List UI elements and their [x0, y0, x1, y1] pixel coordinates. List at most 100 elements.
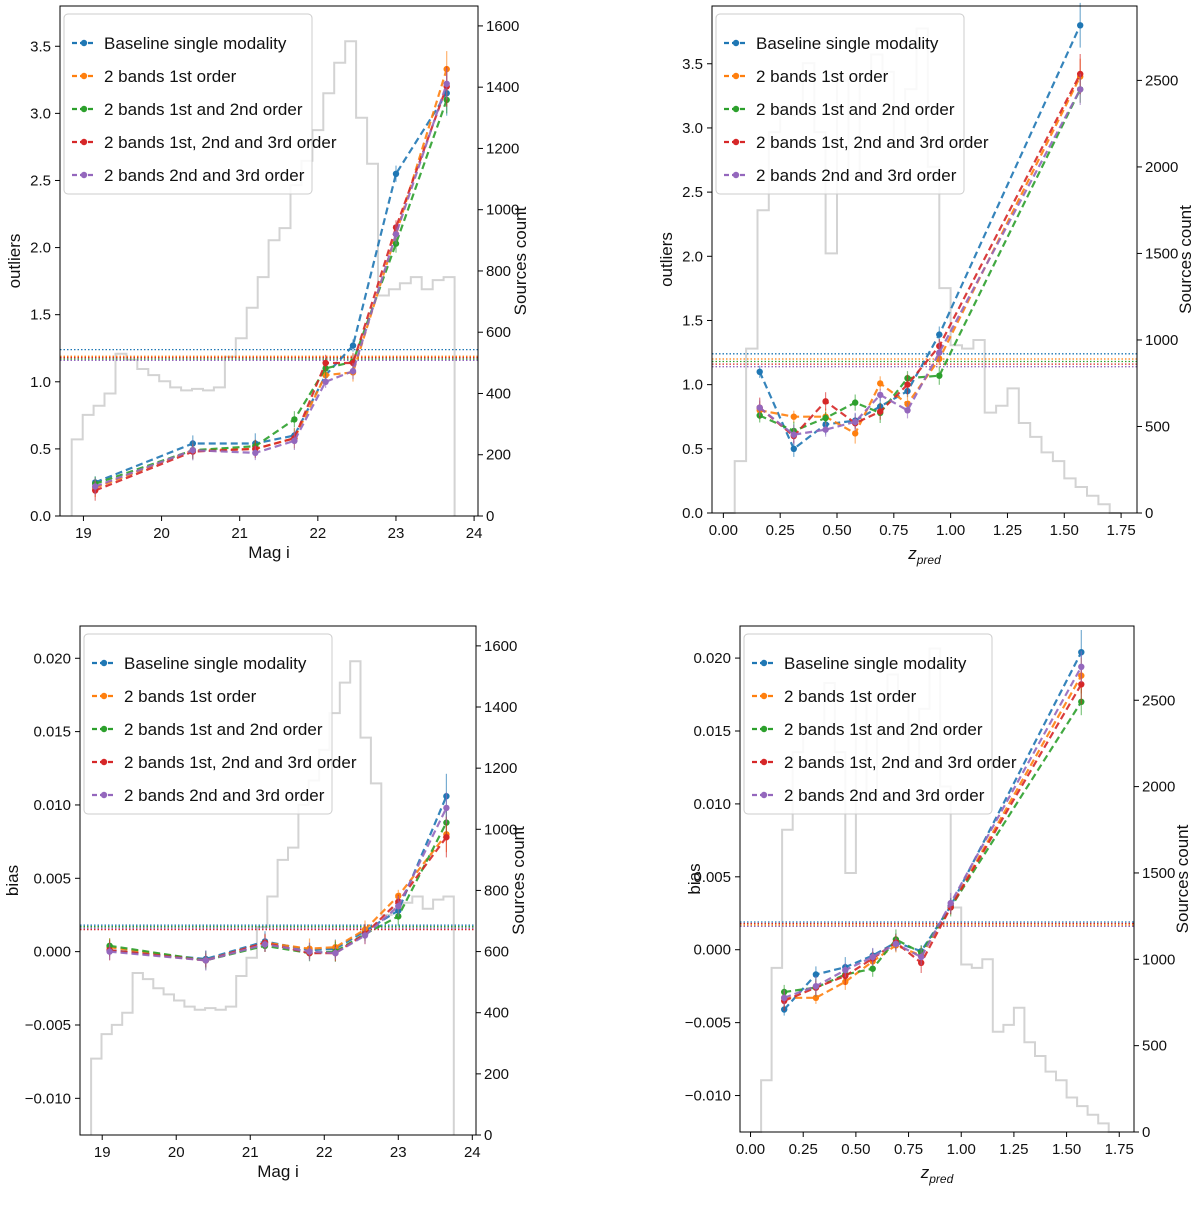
legend-marker: [760, 758, 768, 766]
y-tick-label: 3.5: [682, 56, 703, 73]
legend-marker: [760, 791, 768, 799]
x-tick-label: 1.75: [1106, 522, 1135, 539]
y-tick-label: 0.005: [33, 870, 71, 887]
y2-tick-label: 0: [1142, 1124, 1150, 1141]
data-point: [842, 966, 849, 974]
x-tick-label: 1.00: [936, 522, 965, 539]
x-tick-label: 0.75: [894, 1141, 923, 1158]
plot-frame: [711, 5, 1138, 514]
data-point: [252, 449, 259, 457]
y-tick-label: −0.010: [25, 1090, 71, 1107]
legend-marker: [760, 659, 768, 667]
x-axis-label: Mag i: [257, 1162, 299, 1181]
legend-label: 2 bands 2nd and 3rd order: [124, 786, 325, 805]
data-point: [202, 957, 209, 964]
x-tick-label: 0.00: [736, 1141, 765, 1158]
y-tick-label: 3.0: [30, 105, 51, 122]
y-tick-label: 0.005: [693, 869, 731, 886]
series-line: [94, 92, 448, 484]
x-tick-label: 21: [231, 525, 248, 542]
series-line: [758, 24, 1082, 451]
legend-label: 2 bands 1st and 2nd order: [784, 720, 983, 739]
y2-tick-label: 400: [484, 1005, 509, 1022]
y2-tick-label: 1000: [486, 202, 519, 219]
data-point: [1077, 86, 1084, 93]
x-tick-label: 23: [390, 1144, 407, 1161]
y2-tick-label: 500: [1145, 418, 1170, 435]
legend-marker: [80, 72, 88, 80]
y2-tick-label: 2500: [1142, 692, 1175, 709]
legend-label: Baseline single modality: [104, 34, 287, 53]
data-point: [936, 331, 943, 338]
legend: Baseline single modality 2 bands 1st orde…: [715, 13, 989, 195]
legend-marker: [100, 758, 108, 766]
x-axis-label: Mag i: [248, 543, 290, 562]
legend: Baseline single modality 2 bands 1st orde…: [63, 13, 337, 195]
y2-tick-label: 2000: [1145, 159, 1178, 176]
data-point: [812, 994, 820, 1001]
y2-tick-label: 800: [486, 263, 511, 280]
x-tick-label: 1.50: [1050, 522, 1079, 539]
y2-tick-label: 600: [486, 324, 511, 341]
legend-label: 2 bands 1st order: [104, 67, 237, 86]
data-point: [392, 231, 400, 238]
y-tick-label: 1.0: [30, 374, 51, 391]
y-tick-label: 0.010: [693, 796, 731, 813]
data-point: [822, 426, 829, 433]
data-point: [92, 483, 99, 490]
series-line: [759, 88, 1082, 433]
data-point: [877, 380, 884, 387]
legend-marker: [80, 39, 88, 47]
series-line: [758, 73, 1082, 438]
series-line: [94, 83, 448, 488]
y-tick-label: 0.5: [30, 441, 51, 458]
legend-label: 2 bands 1st and 2nd order: [124, 720, 323, 739]
y-tick-label: 1.0: [682, 377, 703, 394]
legend-box: [743, 633, 993, 815]
y2-tick-label: 1400: [484, 699, 517, 716]
y2-tick-label: 2000: [1142, 779, 1175, 796]
data-point: [443, 80, 450, 88]
x-tick-label: 0.50: [841, 1141, 870, 1158]
data-point: [852, 418, 859, 426]
y-tick-label: −0.005: [685, 1015, 731, 1032]
y-tick-label: 0.5: [682, 441, 703, 458]
y2-tick-label: 200: [484, 1066, 509, 1083]
data-point: [261, 941, 269, 948]
legend-label: 2 bands 1st and 2nd order: [104, 100, 303, 119]
y2-tick-label: 1200: [486, 140, 519, 157]
data-point: [291, 416, 298, 423]
legend-marker: [732, 171, 740, 179]
series-line: [109, 807, 448, 962]
y2-axis-label: Sources count: [511, 206, 530, 315]
x-tick-label: 1.50: [1052, 1141, 1081, 1158]
y-tick-label: 2.5: [30, 172, 51, 189]
sources-count-histogram: [90, 660, 455, 1135]
y-tick-label: 0.020: [693, 650, 731, 667]
y2-tick-label: 0: [1145, 505, 1153, 522]
data-point: [790, 445, 797, 452]
y2-tick-label: 500: [1142, 1038, 1167, 1055]
data-point: [822, 414, 829, 422]
legend-label: 2 bands 1st, 2nd and 3rd order: [124, 753, 357, 772]
data-point: [395, 903, 402, 910]
x-tick-label: 24: [464, 1144, 481, 1161]
y-tick-label: 0.0: [30, 508, 51, 525]
data-point: [812, 983, 820, 990]
x-tick-label: 0.75: [879, 522, 908, 539]
legend-marker: [760, 692, 768, 700]
legend-label: 2 bands 1st order: [124, 687, 257, 706]
data-point: [936, 372, 943, 379]
legend-marker: [80, 138, 88, 146]
data-point: [869, 965, 876, 972]
y2-tick-label: 800: [484, 882, 509, 899]
data-point: [790, 431, 797, 438]
legend-label: Baseline single modality: [756, 34, 939, 53]
y-tick-label: −0.005: [25, 1017, 71, 1034]
y-tick-label: 3.0: [682, 120, 703, 137]
y-tick-label: 0.010: [33, 797, 71, 814]
data-point: [1077, 22, 1084, 29]
y2-axis-label: Sources count: [1173, 824, 1192, 933]
data-point: [1078, 663, 1085, 670]
panel-bias-vs-zpred: 0.00 0.25 0.50 0.75 1.00 1.25 1.50 1.75 −0.010 −0…: [685, 625, 1192, 1186]
